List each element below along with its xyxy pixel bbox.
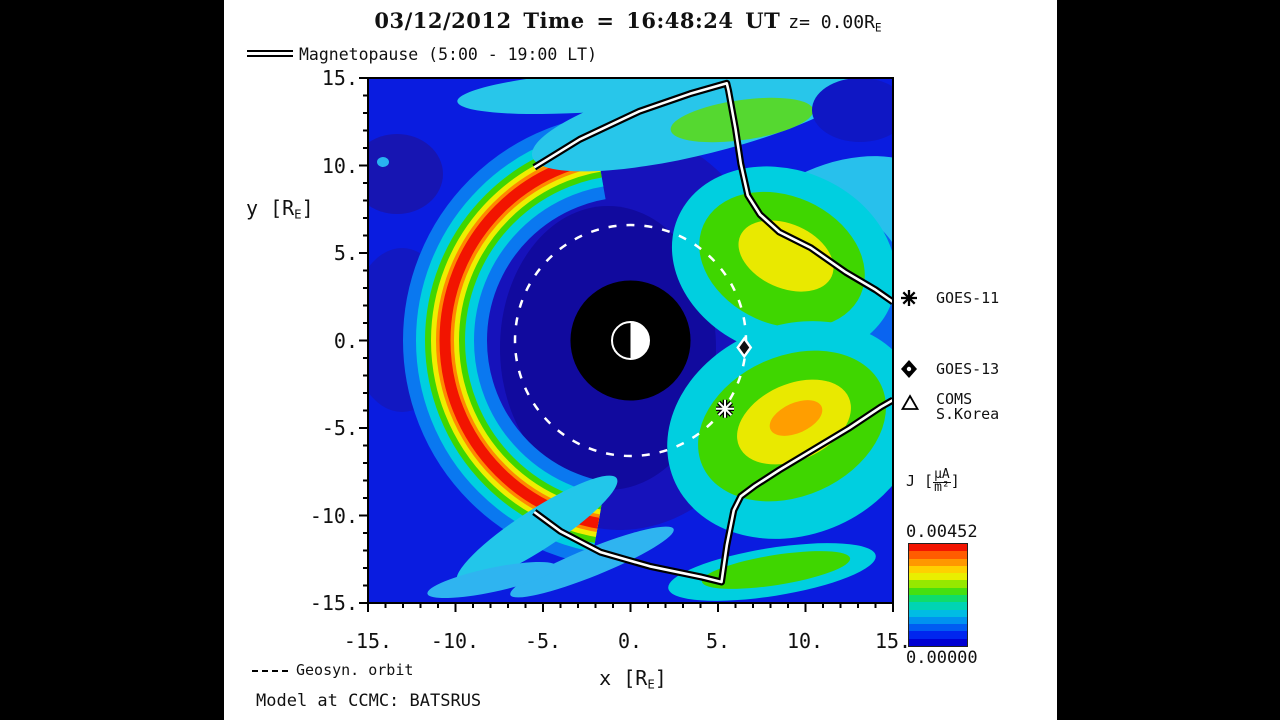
bow-current-arc xyxy=(403,113,631,568)
colorbar-band xyxy=(909,609,967,618)
goes11-asterisk-marker xyxy=(716,399,734,418)
goes13-diamond-marker xyxy=(736,336,753,359)
title-z-value: z= 0.00R xyxy=(788,12,875,33)
geosyn-orbit-label: Geosyn. orbit xyxy=(296,661,414,679)
colorbar-min-value: 0.00000 xyxy=(906,648,978,668)
x-axis-label: x [RE] xyxy=(599,666,667,692)
colorbar-band xyxy=(909,595,967,603)
colorbar-unit-label: J [μA m²] xyxy=(906,467,960,496)
x-tick-label: -10. xyxy=(430,629,480,653)
x-tick-label: 0. xyxy=(617,629,643,653)
earth-dayside xyxy=(630,322,649,359)
colorbar-max-value: 0.00452 xyxy=(906,522,978,542)
y-axis-label: y [RE] xyxy=(246,196,314,222)
y-tick-label: 15. xyxy=(321,66,358,90)
colorbar-band xyxy=(909,616,967,625)
diamond-icon xyxy=(901,360,917,378)
colorbar-band xyxy=(909,558,967,567)
colorbar-band xyxy=(909,587,967,596)
y-tick-label: 10. xyxy=(321,154,358,178)
y-tick-label: -5. xyxy=(321,416,358,440)
colorbar xyxy=(908,543,968,647)
x-tick-label: 15. xyxy=(874,629,912,653)
colorbar-band xyxy=(909,565,967,574)
title-z-subscript: E xyxy=(874,21,882,35)
x-tick-label: 5. xyxy=(705,629,731,653)
dashed-line-icon xyxy=(252,669,288,672)
unit-numerator: μA xyxy=(933,467,951,483)
axis-ticks xyxy=(359,77,894,612)
triangle-icon xyxy=(900,394,920,410)
x-tick-label: -5. xyxy=(524,629,562,653)
asterisk-icon xyxy=(901,290,917,306)
colorbar-band xyxy=(909,624,967,632)
x-tick-label: -15. xyxy=(343,629,393,653)
geosyn-orbit-legend: Geosyn. orbit xyxy=(252,661,413,679)
y-tick-label: 0. xyxy=(333,329,358,353)
magnetopause-line-icon xyxy=(247,50,293,60)
colorbar-band xyxy=(909,638,967,647)
double-line-top xyxy=(247,50,293,52)
y-tick-label: -15. xyxy=(309,591,358,615)
unit-denominator: m² xyxy=(934,480,950,496)
colorbar-band xyxy=(909,573,967,581)
colorbar-band xyxy=(909,551,967,560)
title-datetime: 03/12/2012 Time = 16:48:24 UT xyxy=(374,8,781,33)
model-credit-label: Model at CCMC: BATSRUS xyxy=(256,691,482,711)
colorbar-band xyxy=(909,544,967,552)
double-line-bottom xyxy=(247,55,293,57)
satellite-label-coms: COMS xyxy=(936,390,973,408)
y-tick-label: 5. xyxy=(333,241,358,265)
colorbar-band xyxy=(909,631,967,640)
satellite-label-goes11: GOES-11 xyxy=(936,289,1000,307)
satellite-label-coms-country: S.Korea xyxy=(936,405,1000,423)
y-tick-label: -10. xyxy=(309,504,358,528)
magnetopause-legend-label: Magnetopause (5:00 - 19:00 LT) xyxy=(299,45,598,64)
page-title: 03/12/2012 Time = 16:48:24 UT z= 0.00RE xyxy=(374,8,881,34)
satellite-label-goes13: GOES-13 xyxy=(936,360,1000,378)
magnetosphere-current-plot xyxy=(359,77,894,612)
current-density-field xyxy=(368,78,893,603)
colorbar-band xyxy=(909,580,967,589)
x-tick-label: 10. xyxy=(786,629,824,653)
colorbar-band xyxy=(909,602,967,611)
